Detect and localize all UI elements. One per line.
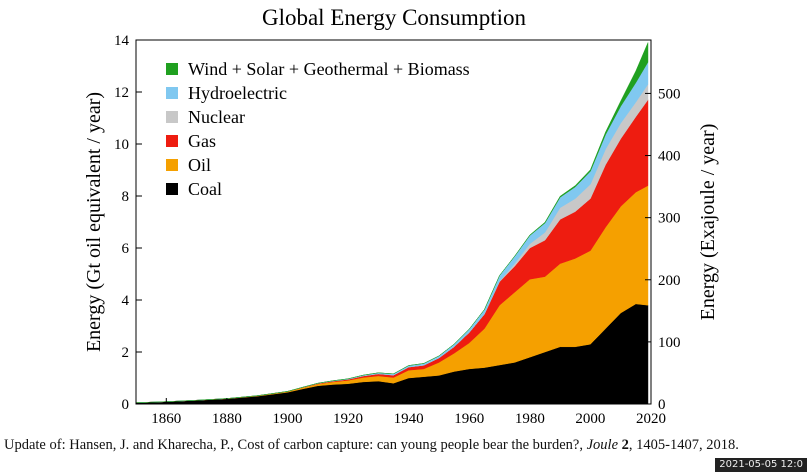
- y-tick-label: 14: [114, 33, 130, 49]
- x-tick-label: 1960: [454, 411, 484, 427]
- x-tick-label: 2020: [636, 411, 666, 427]
- y-axis-label-right: Energy (Exajoule / year): [697, 124, 719, 321]
- legend-label-coal: Coal: [188, 179, 222, 199]
- y-axis-label-left: Energy (Gt oil equivalent / year): [83, 92, 105, 352]
- legend-swatch-nuclear: [166, 111, 178, 123]
- legend-label-hydroelectric: Hydroelectric: [188, 83, 287, 103]
- y-tick-label: 8: [122, 189, 130, 205]
- legend-label-wind-solar-geothermal-biomass: Wind + Solar + Geothermal + Biomass: [188, 59, 470, 79]
- y-tick-label: 10: [114, 137, 129, 153]
- y2-tick-label: 500: [658, 86, 681, 102]
- legend-swatch-wind-solar-geothermal-biomass: [166, 63, 178, 75]
- legend-swatch-oil: [166, 159, 178, 171]
- citation-volume: 2: [621, 437, 629, 453]
- chart-title: Global Energy Consumption: [262, 5, 527, 30]
- area-layers: [135, 42, 649, 405]
- timestamp-overlay: 2021-05-05 12:0: [715, 458, 807, 472]
- citation-text: Update of: Hansen, J. and Kharecha, P., …: [4, 437, 587, 453]
- x-tick-label: 1980: [515, 411, 545, 427]
- x-tick-label: 1860: [151, 411, 181, 427]
- y2-tick-label: 300: [658, 211, 681, 227]
- y-tick-label: 12: [114, 85, 129, 101]
- legend-swatch-gas: [166, 135, 178, 147]
- x-tick-label: 1940: [394, 411, 424, 427]
- y2-tick-label: 400: [658, 149, 681, 165]
- legend: Wind + Solar + Geothermal + Biomass Hydro…: [166, 59, 470, 199]
- y2-tick-label: 100: [658, 335, 681, 351]
- citation-suffix: , 1405-1407, 2018.: [628, 437, 739, 453]
- y2-tick-label: 200: [658, 273, 681, 289]
- y-tick-label: 4: [122, 293, 130, 309]
- x-tick-label: 1920: [333, 411, 363, 427]
- y-tick-label: 0: [122, 397, 130, 413]
- legend-label-oil: Oil: [188, 155, 211, 175]
- plot-frame: [135, 39, 652, 405]
- x-tick-label: 1880: [212, 411, 242, 427]
- legend-label-gas: Gas: [188, 131, 216, 151]
- area-wind-solar-geothermal-biomass: [135, 42, 649, 403]
- legend-swatch-coal: [166, 183, 178, 195]
- citation-journal: Joule: [586, 437, 619, 453]
- y-tick-label: 2: [122, 345, 130, 361]
- x-tick-label: 1900: [272, 411, 302, 427]
- y2-tick-label: 0: [658, 397, 666, 413]
- legend-swatch-hydroelectric: [166, 87, 178, 99]
- x-tick-label: 2000: [575, 411, 605, 427]
- y-tick-label: 6: [122, 241, 130, 257]
- citation: Update of: Hansen, J. and Kharecha, P., …: [4, 437, 739, 454]
- axis-ticks: 1860 1880 1900 1920 1940 1960 1980 2000 20200246…: [114, 33, 681, 427]
- legend-label-nuclear: Nuclear: [188, 107, 245, 127]
